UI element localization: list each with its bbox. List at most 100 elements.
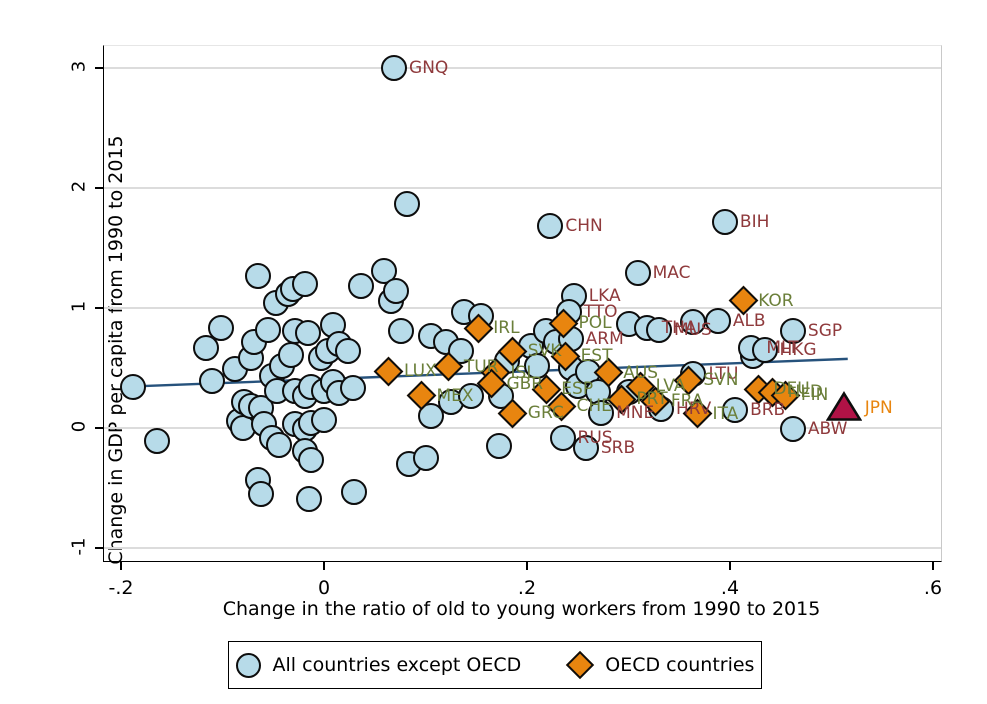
point-label-SGP: SGP bbox=[807, 320, 843, 341]
y-tick bbox=[95, 187, 104, 189]
point-label-CHN: CHN bbox=[565, 216, 603, 237]
point-label-ISL: ISL bbox=[510, 362, 536, 383]
point-label-EST: EST bbox=[580, 346, 613, 366]
y-tick-label: 3 bbox=[68, 60, 90, 73]
scatter-point-circle bbox=[291, 271, 318, 297]
scatter-point-circle bbox=[295, 485, 322, 512]
scatter-point-circle bbox=[485, 433, 512, 459]
point-label-PRT: PRT bbox=[636, 389, 668, 410]
point-label-LTU: LTU bbox=[708, 364, 739, 384]
data-point-MUS bbox=[645, 316, 672, 343]
scatter-point-circle bbox=[394, 190, 421, 217]
plot-area: Change in GDP per capita from 1990 to 20… bbox=[69, 45, 942, 599]
scatter-point-circle bbox=[208, 315, 235, 342]
data-point-JPN bbox=[825, 390, 862, 422]
x-tick bbox=[932, 561, 934, 570]
data-point-SGP bbox=[779, 317, 806, 344]
data-point-ABW bbox=[779, 416, 806, 443]
scatter-point-circle bbox=[347, 273, 374, 300]
point-label-TTO: TTO bbox=[583, 301, 618, 322]
scatter-point-circle bbox=[311, 406, 337, 433]
point-label-TUR: TUR bbox=[463, 356, 499, 377]
data-point-RUS bbox=[549, 424, 576, 451]
non-oecd-circle-icon bbox=[235, 652, 261, 678]
point-label-GNQ: GNQ bbox=[409, 58, 449, 78]
data-point-BIH bbox=[711, 208, 738, 235]
x-tick-label: 0 bbox=[317, 577, 331, 599]
point-label-BRB: BRB bbox=[750, 400, 786, 420]
point-label-THA: THA bbox=[661, 318, 697, 339]
point-label-BIH: BIH bbox=[739, 211, 770, 232]
y-tick-label: 0 bbox=[68, 420, 90, 433]
gridline-y-3 bbox=[104, 67, 941, 69]
scatter-point-circle bbox=[294, 320, 321, 347]
scatter-point-circle bbox=[277, 341, 304, 368]
point-label-LVA: LVA bbox=[655, 376, 686, 396]
point-label-GBR: GBR bbox=[506, 373, 544, 394]
gridline-y-1 bbox=[104, 307, 941, 309]
point-label-JPN: JPN bbox=[864, 397, 893, 418]
scatter-point-circle bbox=[335, 338, 362, 365]
y-tick bbox=[95, 67, 104, 69]
point-label-MEX: MEX bbox=[436, 385, 474, 406]
point-label-MLT: MLT bbox=[766, 337, 799, 358]
y-tick bbox=[95, 307, 104, 309]
data-point-MNE bbox=[588, 400, 615, 426]
x-tick bbox=[526, 561, 528, 570]
point-label-SRB: SRB bbox=[600, 438, 636, 459]
legend: All countries except OECD OECD countries bbox=[228, 641, 762, 689]
legend-item-oecd: OECD countries bbox=[566, 650, 755, 680]
point-label-ARM: ARM bbox=[585, 329, 624, 350]
point-label-ITA: ITA bbox=[712, 403, 739, 424]
scatter-point-circle bbox=[199, 368, 226, 395]
data-point-SRB bbox=[572, 435, 599, 462]
point-label-CHE: CHE bbox=[576, 396, 612, 417]
x-axis-title: Change in the ratio of old to young work… bbox=[222, 598, 821, 620]
scatter-point-circle bbox=[255, 316, 282, 343]
x-tick-label: .4 bbox=[720, 577, 740, 599]
point-label-KOR: KOR bbox=[758, 290, 794, 311]
scatter-point-circle bbox=[412, 445, 439, 471]
scatter-point-circle bbox=[143, 428, 170, 455]
y-tick bbox=[95, 427, 104, 429]
data-point-GNQ bbox=[381, 55, 408, 81]
x-tick bbox=[120, 561, 122, 570]
point-label-AUS: AUS bbox=[623, 362, 659, 383]
point-label-MNE: MNE bbox=[616, 403, 655, 423]
data-point-HKG bbox=[751, 337, 778, 363]
point-label-IRL: IRL bbox=[493, 318, 520, 339]
scatter-point-circle bbox=[680, 309, 707, 336]
scatter-point-circle bbox=[297, 447, 324, 474]
point-label-FRA: FRA bbox=[670, 391, 704, 411]
legend-label-oecd: OECD countries bbox=[605, 654, 755, 676]
legend-label-non-oecd: All countries except OECD bbox=[272, 654, 522, 676]
point-label-ALB: ALB bbox=[732, 311, 766, 332]
point-label-FIN: FIN bbox=[800, 385, 829, 405]
legend-item-non-oecd: All countries except OECD bbox=[235, 652, 522, 678]
y-tick-label: 2 bbox=[68, 180, 90, 193]
point-label-MAC: MAC bbox=[652, 263, 691, 284]
y-tick bbox=[95, 547, 104, 549]
trend-line bbox=[136, 357, 848, 388]
data-point-BRB bbox=[722, 397, 749, 423]
x-tick-label: .6 bbox=[923, 577, 943, 599]
data-point-CHN bbox=[537, 213, 564, 240]
point-label-LUX: LUX bbox=[403, 361, 437, 381]
scatter-point-circle bbox=[245, 262, 272, 289]
x-tick-label: -.2 bbox=[108, 577, 134, 599]
data-point-ALB bbox=[704, 308, 731, 335]
point-label-HRV: HRV bbox=[675, 398, 712, 419]
x-tick bbox=[323, 561, 325, 570]
x-tick bbox=[729, 561, 731, 570]
point-label-NLD: NLD bbox=[787, 382, 823, 402]
y-tick-label: -1 bbox=[68, 537, 90, 556]
point-label-LKA: LKA bbox=[588, 286, 621, 306]
scatter-point-circle bbox=[341, 478, 368, 505]
y-tick-label: 1 bbox=[68, 300, 90, 313]
point-label-MUS: MUS bbox=[673, 319, 712, 340]
scatter-point-circle bbox=[383, 278, 410, 305]
gridline-y-0 bbox=[104, 427, 941, 429]
x-tick-label: .2 bbox=[517, 577, 537, 599]
oecd-diamond-icon bbox=[566, 650, 595, 680]
